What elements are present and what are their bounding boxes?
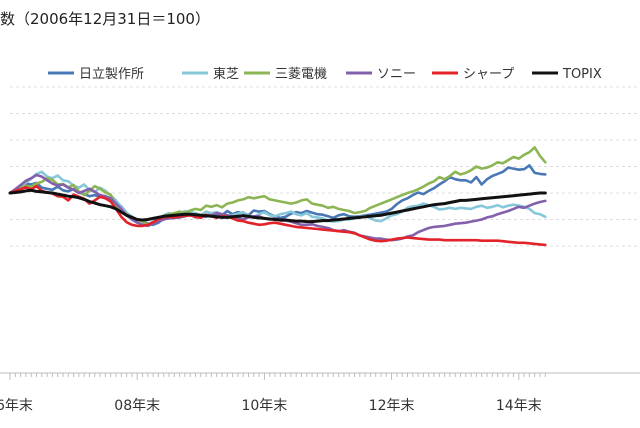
series-line-2 <box>8 146 547 227</box>
legend-label: 日立製作所 <box>79 67 144 82</box>
x-tick-label: 10年末 <box>241 398 287 414</box>
legend-label: TOPIX <box>562 67 602 82</box>
legend-label: シャープ <box>463 67 514 82</box>
x-tick-label: 14年末 <box>496 398 542 414</box>
legend-label: ソニー <box>377 67 416 82</box>
grid-lines <box>10 86 640 247</box>
series-line-5 <box>8 188 547 224</box>
legend-label: 三菱電機 <box>275 67 327 82</box>
x-tick-label: 12年末 <box>369 398 415 414</box>
x-tick-label: 08年末 <box>114 398 160 414</box>
legend: 日立製作所 東芝 三菱電機 ソニー シャープ TOPIX <box>48 66 602 82</box>
legend-label: 東芝 <box>213 66 239 82</box>
x-tick-label: 06年末 <box>0 398 33 414</box>
series-line-4 <box>8 184 547 247</box>
plot-area <box>8 146 547 247</box>
x-axis: 06年末 08年末 10年末 12年末 14年末 <box>0 372 640 414</box>
chart-title: 数（2006年12月31日＝100） <box>0 10 210 28</box>
